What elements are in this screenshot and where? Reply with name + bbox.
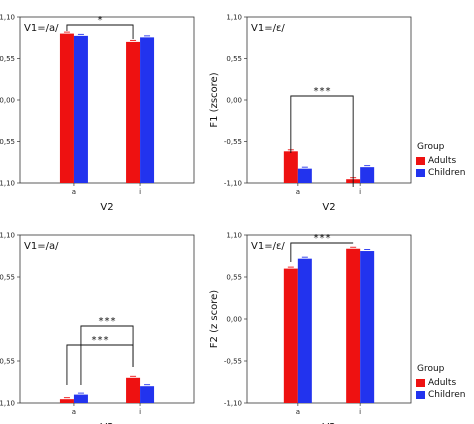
- y-tick-label: 0,00: [0, 97, 15, 105]
- legend-item-adults: Adults: [416, 155, 465, 167]
- legend-swatch-adults: [416, 157, 425, 165]
- x-axis-title: V2: [100, 422, 113, 424]
- x-axis-title: V2: [100, 202, 113, 213]
- panel-label: V1=/a/: [24, 23, 59, 34]
- x-axis-title: V2: [322, 202, 335, 213]
- bar-children-i: [140, 386, 155, 403]
- y-axis-title: F2 (z score): [209, 290, 220, 348]
- legend-item-adults: Adults: [416, 377, 465, 389]
- y-tick-label: -0,55: [0, 138, 15, 146]
- x-tick-label: a: [296, 188, 300, 196]
- bar-children-i: [360, 167, 375, 183]
- plot-frame: [246, 234, 412, 404]
- significance-label: ***: [313, 233, 331, 244]
- panel-label: V1=/a/: [24, 241, 59, 252]
- legend-item-children: Children: [416, 389, 465, 401]
- chart-panel-3: 1,100,55-0,55-1,10aiV2F2 (z score)V1=/a/…: [0, 232, 195, 424]
- y-tick-label: 0,55: [0, 274, 15, 282]
- significance-bracket: [290, 242, 354, 262]
- x-tick-label: a: [72, 188, 76, 196]
- bar-adults-i: [126, 377, 141, 403]
- y-tick-label: 0,55: [226, 55, 242, 63]
- legend-upper: Group Adults Children: [416, 142, 465, 179]
- bar-children-a: [297, 258, 312, 403]
- significance-label: ***: [98, 316, 116, 327]
- legend-lower: Group Adults Children: [416, 364, 465, 401]
- bar-adults-a: [59, 33, 74, 183]
- legend-label-adults: Adults: [428, 156, 457, 166]
- plot-frame: [246, 16, 412, 184]
- significance-label: *: [97, 15, 103, 26]
- legend-item-children: Children: [416, 167, 465, 179]
- bar-children-i: [140, 37, 155, 183]
- significance-bracket: [66, 344, 134, 385]
- x-tick-label: i: [139, 188, 141, 196]
- bar-adults-i: [126, 41, 141, 184]
- bar-children-i: [360, 251, 375, 403]
- x-axis-title: V2: [322, 422, 335, 424]
- y-tick-label: -1,10: [224, 400, 242, 408]
- y-tick-label: 1,10: [0, 14, 15, 22]
- legend-swatch-children: [416, 169, 425, 177]
- y-tick-label: 1,10: [226, 14, 242, 22]
- y-tick-label: 0,00: [226, 316, 242, 324]
- panel-label: V1=/ε/: [251, 23, 285, 34]
- y-tick-label: 0,55: [226, 274, 242, 282]
- significance-bracket: [66, 24, 134, 39]
- significance-label: ***: [91, 335, 109, 346]
- legend-swatch-children: [416, 391, 425, 399]
- x-tick-label: a: [72, 408, 76, 416]
- bar-children-a: [73, 35, 88, 184]
- bar-children-a: [73, 394, 88, 403]
- bar-adults-i: [346, 248, 361, 403]
- y-tick-label: -1,10: [224, 180, 242, 188]
- panel-label: V1=/ε/: [251, 241, 285, 252]
- significance-bracket: [80, 325, 134, 385]
- plot-frame: [19, 16, 195, 184]
- y-tick-label: -0,55: [0, 358, 15, 366]
- bar-adults-a: [283, 151, 298, 183]
- plot-frame: [19, 234, 195, 404]
- significance-label: ***: [313, 86, 331, 97]
- bar-adults-a: [283, 268, 298, 403]
- legend-label-adults: Adults: [428, 378, 457, 388]
- x-tick-label: i: [359, 408, 361, 416]
- x-tick-label: i: [359, 188, 361, 196]
- y-axis-title: F1 (zscore): [209, 72, 220, 127]
- x-tick-label: a: [296, 408, 300, 416]
- y-tick-label: -0,55: [224, 358, 242, 366]
- x-tick-label: i: [139, 408, 141, 416]
- bar-children-a: [297, 168, 312, 183]
- y-tick-label: 1,10: [226, 232, 242, 240]
- legend-swatch-adults: [416, 379, 425, 387]
- legend-label-children: Children: [428, 168, 466, 178]
- significance-bracket: [290, 95, 354, 187]
- legend-title: Group: [417, 142, 445, 152]
- legend-title: Group: [417, 364, 445, 374]
- legend-label-children: Children: [428, 390, 466, 400]
- y-tick-label: 0,00: [226, 97, 242, 105]
- bar-adults-a: [59, 399, 74, 403]
- y-tick-label: 0,55: [0, 55, 15, 63]
- chart-panel-2: 1,10 0,55 0,00 -0,55 -1,10 a i V2 F1 (zscore) V1=…: [209, 14, 412, 213]
- y-tick-label: 1,10: [0, 232, 15, 240]
- y-tick-label: -0,55: [224, 138, 242, 146]
- chart-panel-4: 1,10 0,55 0,00 -0,55 -1,10 a i V2 F2 (z score) V1…: [209, 232, 412, 424]
- y-tick-label: -1,10: [0, 400, 15, 408]
- y-tick-label: -1,10: [0, 180, 15, 188]
